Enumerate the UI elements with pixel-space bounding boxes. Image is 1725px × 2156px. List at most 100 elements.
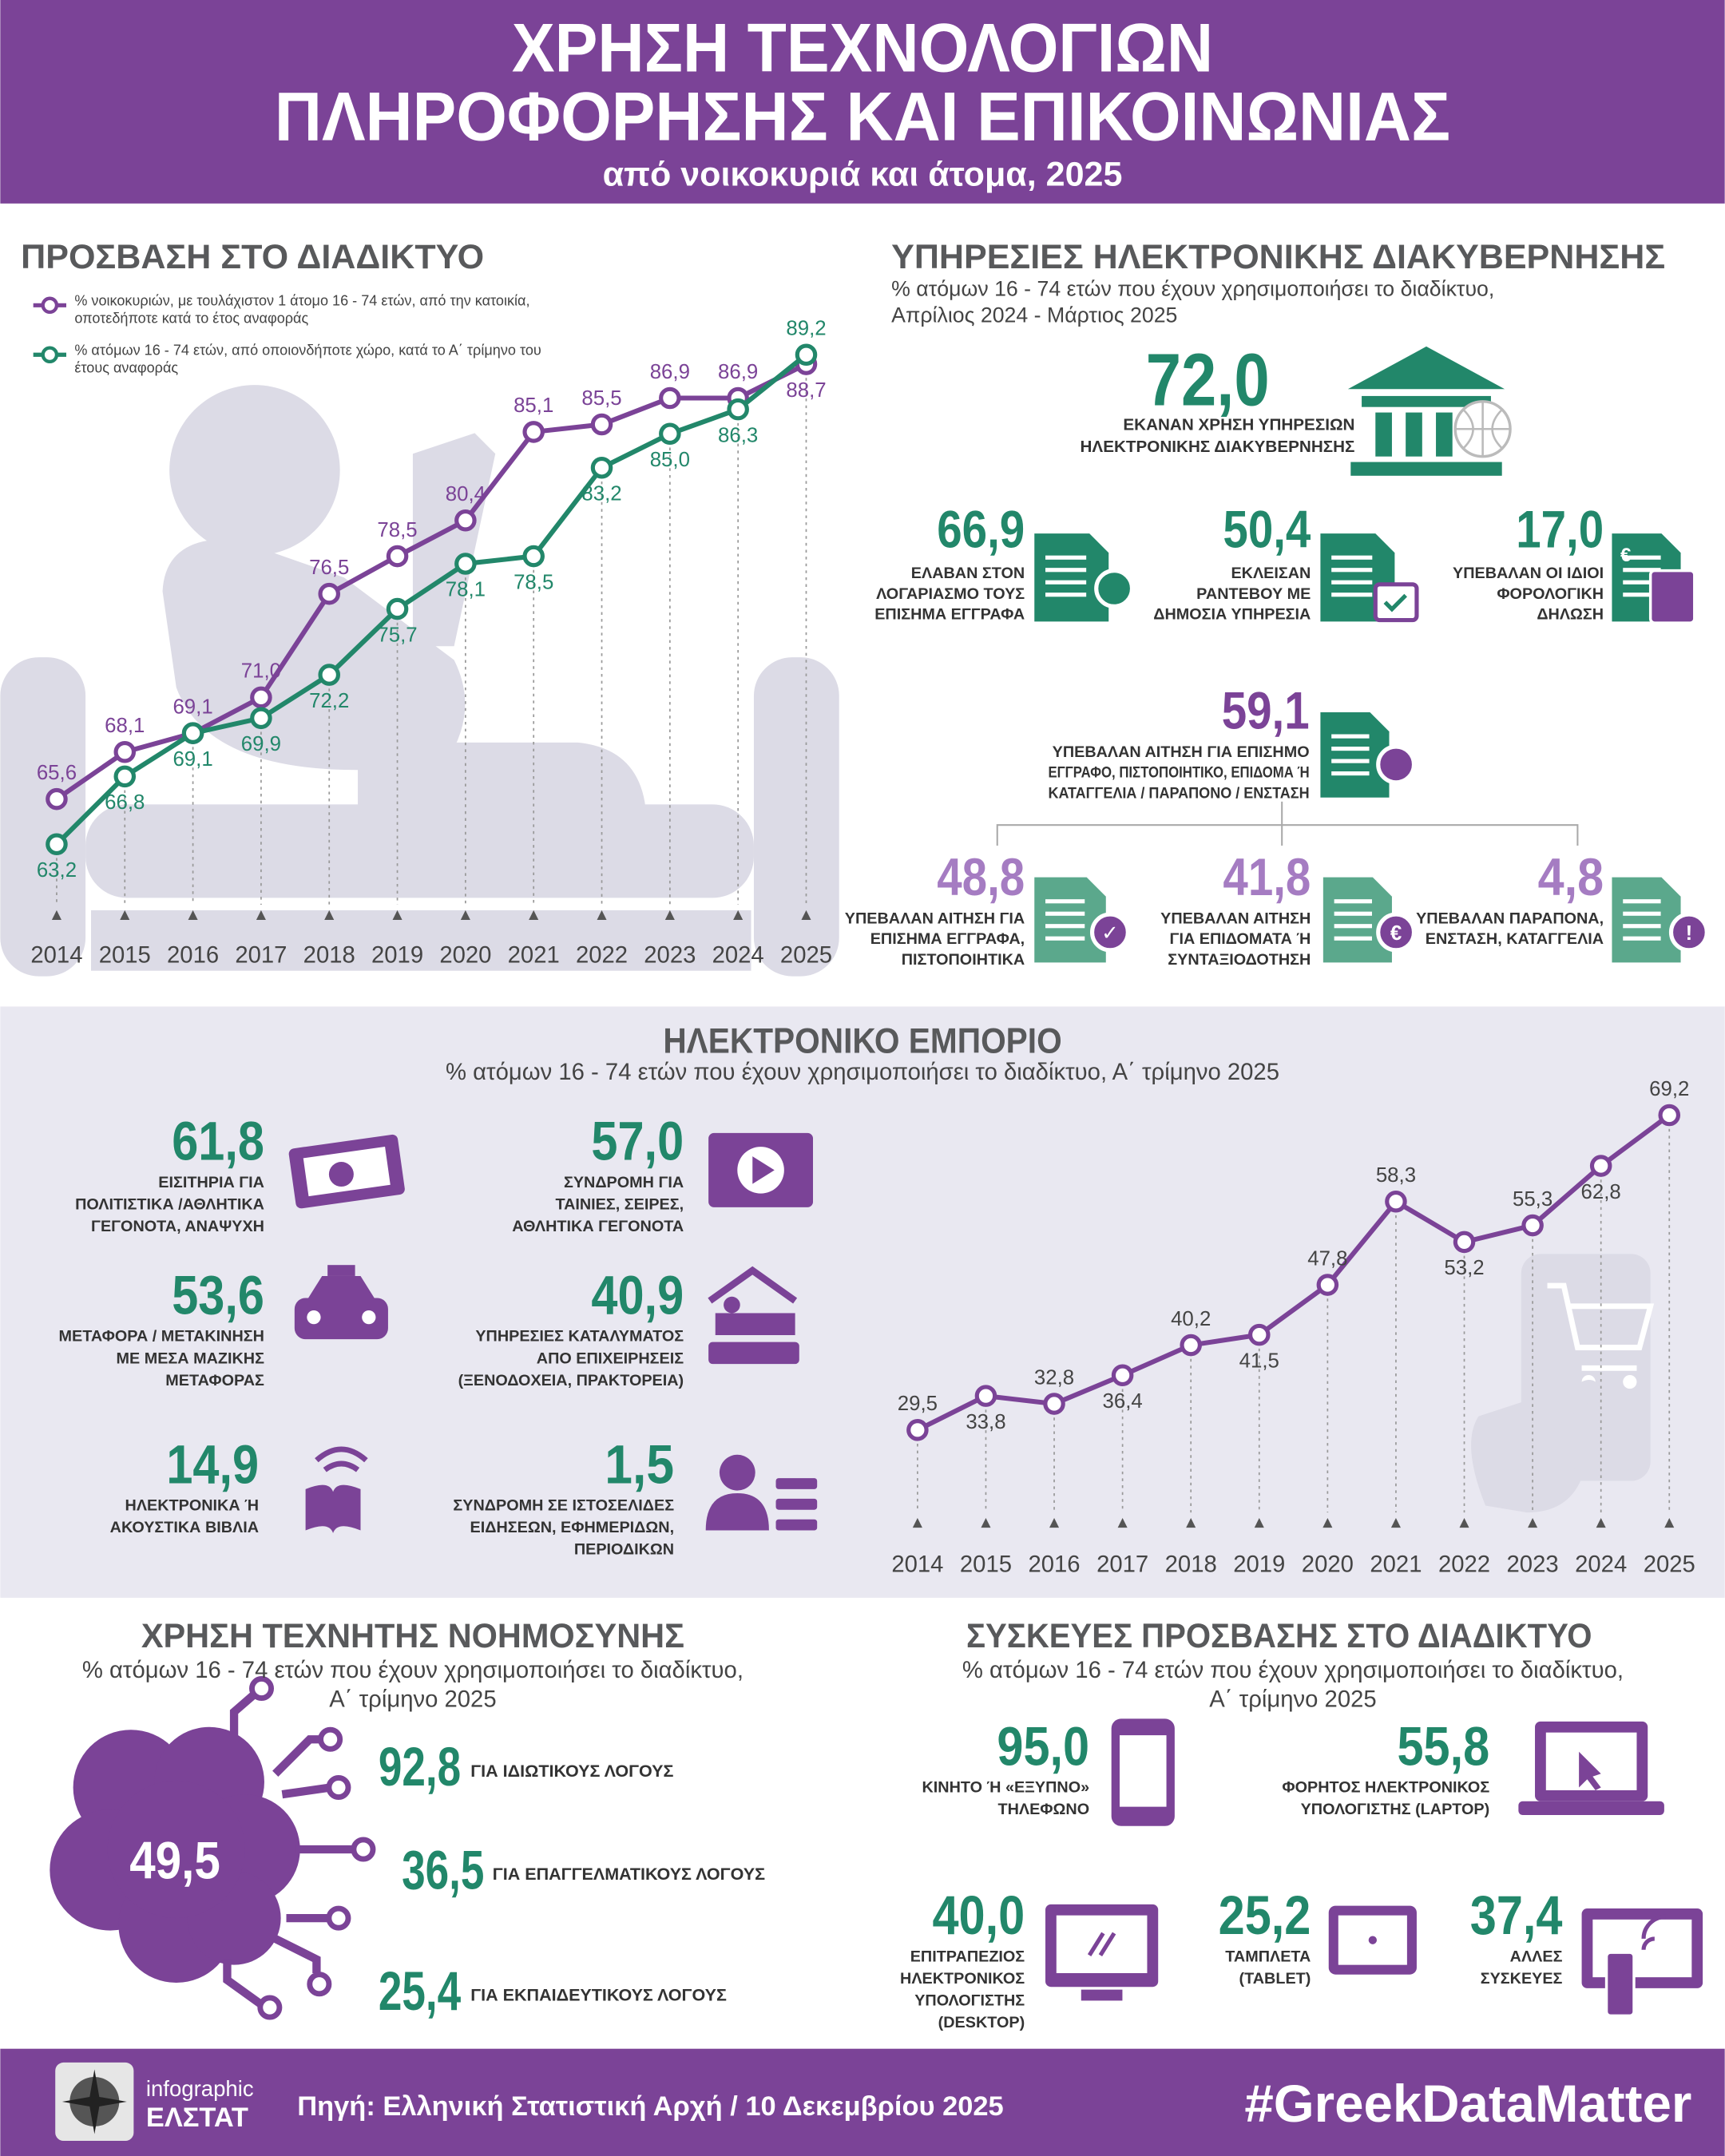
x-tick: [120, 910, 130, 920]
icon: [724, 1296, 740, 1314]
icon: [1045, 555, 1087, 560]
x-tick-label: 2016: [1028, 1552, 1080, 1578]
data-label: 55,3: [1513, 1188, 1552, 1211]
data-point: [113, 765, 137, 788]
icon: [1623, 936, 1661, 941]
icon: [1045, 580, 1087, 585]
stat-label: ΥΠΗΡΕΣΙΕΣ ΚΑΤΑΛΥΜΑΤΟΣ: [475, 1328, 684, 1346]
section-subtitle: Α΄ τρίμηνο 2025: [1209, 1686, 1376, 1712]
x-tick-label: 2019: [371, 943, 423, 969]
data-point: [1043, 1393, 1065, 1415]
icon: [1436, 412, 1453, 457]
stat-label: ΕΝΣΤΑΣΗ, ΚΑΤΑΓΓΕΛΙΑ: [1426, 930, 1604, 948]
x-tick: [597, 910, 607, 920]
data-point: [727, 398, 749, 421]
data-label: 65,6: [37, 762, 77, 784]
icon: [1331, 555, 1373, 560]
icon: [1368, 1936, 1378, 1944]
section-title: ΣΥΣΚΕΥΕΣ ΠΡΟΣΒΑΣΗΣ ΣΤΟ ΔΙΑΔΙΚΤΥΟ: [966, 1617, 1592, 1655]
stat-value: 25,2: [1219, 1885, 1311, 1946]
section-subtitle: Α΄ τρίμηνο 2025: [329, 1686, 496, 1712]
stat-label: ΗΛΕΚΤΡΟΝΙΚΟΣ: [900, 1970, 1025, 1988]
x-tick: [1528, 1518, 1538, 1528]
illustration: [358, 742, 647, 881]
data-label: 29,5: [898, 1393, 938, 1415]
source: Πηγή: Ελληνική Στατιστική Αρχή / 10 Δεκε…: [297, 2091, 1003, 2122]
data-point: [795, 343, 818, 367]
icon: [1334, 936, 1372, 941]
x-tick-label: 2025: [1644, 1552, 1695, 1578]
x-tick-label: 2023: [1507, 1552, 1559, 1578]
data-point: [386, 545, 409, 568]
x-tick: [324, 910, 335, 920]
title: ΧΡΗΣΗ ΤΕΧΝΟΛΟΓΙΩΝ: [512, 10, 1213, 86]
icon: [294, 1298, 388, 1340]
stat-value: 40,9: [591, 1265, 684, 1326]
circuit: [307, 1972, 332, 1997]
stat-value: 72,0: [1146, 338, 1270, 421]
icon: [1362, 395, 1491, 407]
stat-value: 49,5: [129, 1831, 220, 1889]
x-tick-label: 2023: [644, 943, 696, 969]
illustration: [0, 657, 86, 977]
stat-label: ΔΗΜΟΣΙΑ ΥΠΗΡΕΣΙΑ: [1153, 606, 1311, 624]
icon: [1331, 747, 1370, 751]
stat-value: 1,5: [605, 1433, 674, 1495]
data-point: [659, 386, 681, 410]
icon: [1034, 533, 1109, 622]
x-tick-label: 2024: [1575, 1552, 1627, 1578]
data-point: [590, 413, 613, 436]
stat-label: ΕΓΓΡΑΦΟ, ΠΙΣΤΟΠΟΙΗΤΙΚΟ, ΕΠΙΔΟΜΑ Ή: [1048, 764, 1309, 782]
icon: [1376, 744, 1417, 785]
data-label: 32,8: [1034, 1366, 1074, 1389]
x-tick-label: 2018: [1165, 1552, 1217, 1578]
icon: [1383, 593, 1407, 612]
icon: [775, 1478, 818, 1489]
icon: [1120, 1735, 1167, 1807]
icon: [1334, 911, 1372, 916]
stat-label: ΣΥΝΔΡΟΜΗ ΣΕ ΙΣΤΟΣΕΛΙΔΕΣ: [453, 1497, 674, 1515]
stat-label: ΑΛΛΕΣ: [1510, 1948, 1563, 1965]
data-point: [590, 456, 613, 479]
data-point: [318, 664, 341, 686]
icon: [1322, 877, 1392, 963]
data-point: [46, 787, 68, 810]
stat-label: ΥΠΕΒΑΛΑΝ ΟΙ ΙΔΙΟΙ: [1453, 565, 1604, 582]
stat-label: ΣΥΝΤΑΞΙΟΔΟΤΗΣΗ: [1168, 951, 1311, 969]
stat-label: ΥΠΕΒΑΛΑΝ ΑΙΤΗΣΗ: [1160, 910, 1311, 927]
stat-value: 61,8: [172, 1111, 264, 1172]
data-label: 71,0: [241, 660, 281, 683]
x-tick: [256, 910, 266, 920]
logo: [61, 2069, 127, 2134]
icon: [1331, 759, 1370, 763]
circuit: [318, 1726, 343, 1752]
icon: [1331, 568, 1373, 573]
icon: [307, 1310, 321, 1325]
x-tick: [664, 910, 675, 920]
icon: [1034, 877, 1106, 963]
x-tick: [1186, 1518, 1196, 1528]
ecommerce-band: [0, 1006, 1725, 1598]
stat-label: ΜΕΤΑΦΟΡΑΣ: [165, 1372, 264, 1389]
stat-label: ΜΕ ΜΕΣΑ ΜΑΖΙΚΗΣ: [117, 1349, 265, 1367]
stat-label: ΑΚΟΥΣΤΙΚΑ ΒΙΒΛΙΑ: [110, 1519, 259, 1536]
icon: [1334, 899, 1372, 904]
icon: [1641, 1914, 1666, 1950]
x-tick-label: 2021: [508, 943, 560, 969]
stat-label: ΥΠΟΛΟΓΙΣΤΗΣ (LAPTOP): [1301, 1801, 1490, 1818]
data-label: 53,2: [1444, 1257, 1484, 1279]
stat-label: ΣΥΝΔΡΟΜΗ ΓΙΑ: [564, 1174, 684, 1191]
legend-label: % ατόμων 16 - 74 ετών, από οποιονδήποτε …: [74, 342, 541, 377]
data-label: 78,5: [514, 571, 553, 593]
stat-label: ΕΛΑΒΑΝ ΣΤΟΝ: [911, 565, 1025, 582]
stat-label: ΕΠΙΣΗΜΑ ΕΓΓΡΑΦΑ: [874, 606, 1025, 624]
x-tick-label: 2014: [30, 943, 82, 969]
legend-item: % ατόμων 16 - 74 ετών, από οποιονδήποτε …: [74, 342, 541, 377]
stat-label: ΤΑΜΠΛΕΤΑ: [1225, 1948, 1311, 1965]
stat-label: ΓΙΑ ΕΠΑΓΓΕΛΜΑΤΙΚΟΥΣ ΛΟΓΟΥΣ: [493, 1865, 765, 1884]
legend-marker: [41, 296, 59, 315]
icon: [1045, 899, 1085, 904]
icon: [1579, 1751, 1601, 1790]
